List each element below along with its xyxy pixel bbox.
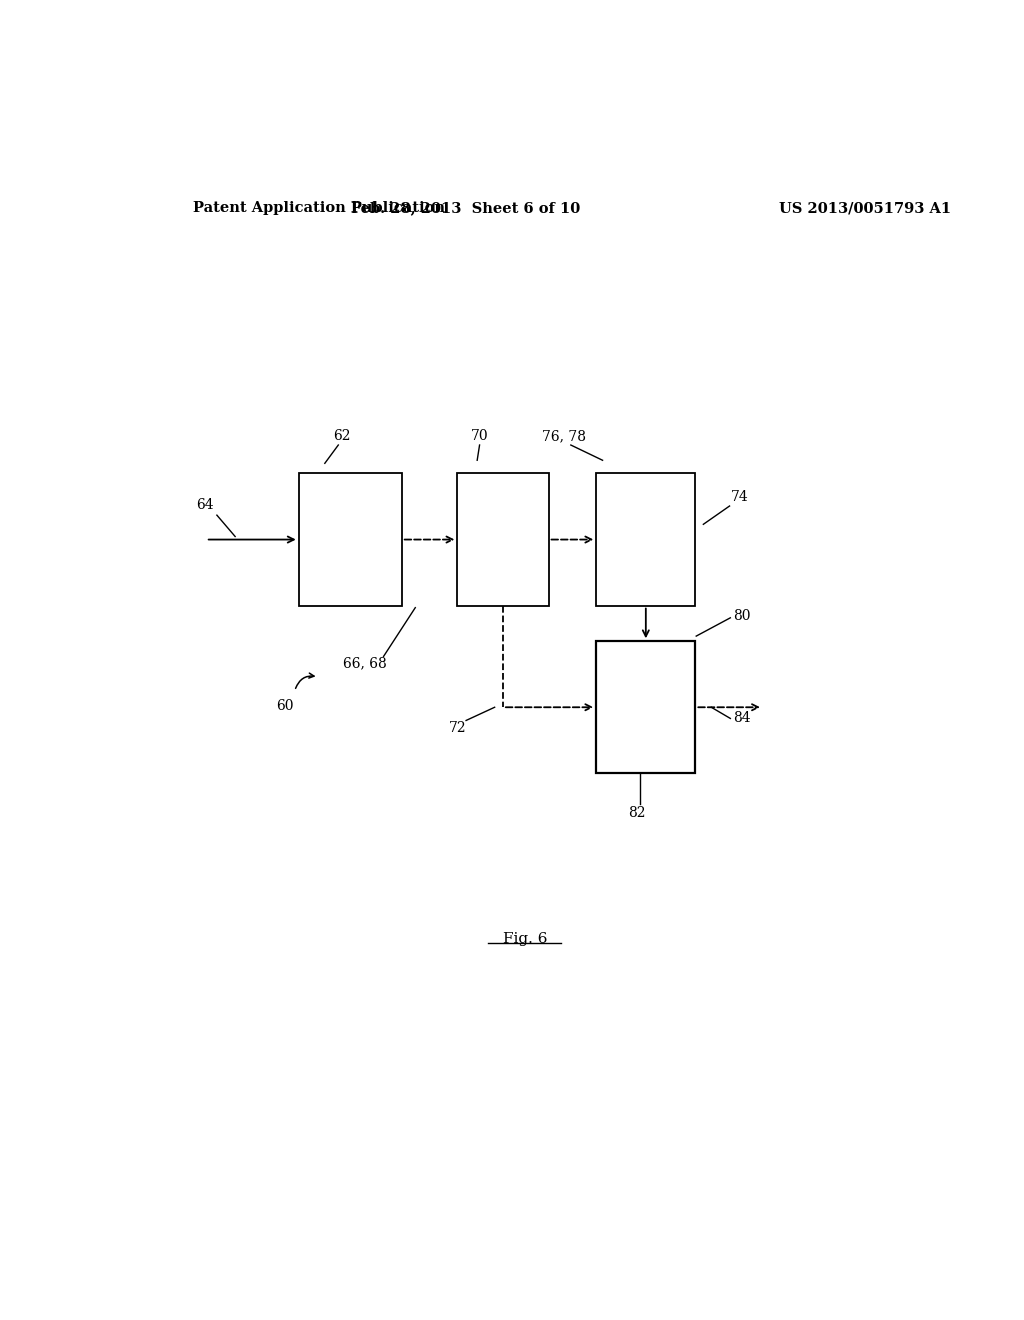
Text: Feb. 28, 2013  Sheet 6 of 10: Feb. 28, 2013 Sheet 6 of 10 bbox=[350, 201, 580, 215]
Text: 82: 82 bbox=[628, 805, 645, 820]
Text: Patent Application Publication: Patent Application Publication bbox=[194, 201, 445, 215]
Text: US 2013/0051793 A1: US 2013/0051793 A1 bbox=[778, 201, 951, 215]
Bar bbox=[596, 474, 695, 606]
Text: Fig. 6: Fig. 6 bbox=[503, 932, 547, 946]
Text: 76, 78: 76, 78 bbox=[543, 429, 587, 444]
Text: 84: 84 bbox=[733, 711, 751, 726]
Text: 74: 74 bbox=[731, 490, 749, 504]
Text: 66, 68: 66, 68 bbox=[343, 656, 386, 671]
Bar bbox=[596, 642, 695, 774]
Bar bbox=[299, 474, 401, 606]
Bar bbox=[458, 474, 549, 606]
Text: 62: 62 bbox=[334, 429, 351, 444]
Text: 70: 70 bbox=[471, 429, 488, 444]
Text: 60: 60 bbox=[276, 700, 294, 713]
Text: 64: 64 bbox=[196, 498, 214, 512]
Text: 80: 80 bbox=[733, 609, 751, 623]
Text: 72: 72 bbox=[449, 722, 466, 735]
